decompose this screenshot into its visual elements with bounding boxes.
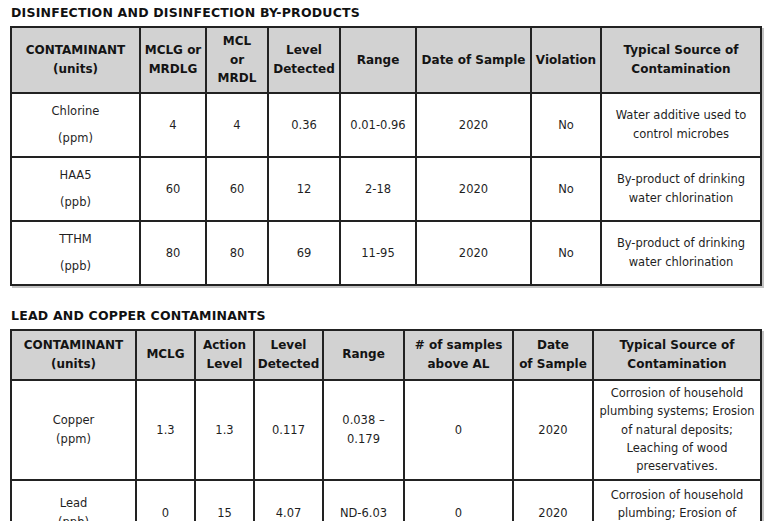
cell-range: 0.01-0.96 (340, 93, 416, 157)
header-row: CONTAMINANT (units) MCLG Action Level Le… (11, 330, 761, 380)
cell-range: 11-95 (340, 221, 416, 285)
cell-typical-source: By-product of drinking water chlorinatio… (601, 157, 761, 221)
cell-mclg: 0 (136, 480, 195, 521)
cell-typical-source: Corrosion of household plumbing; Erosion… (593, 480, 761, 521)
col-header-mclg-mrdlg: MCLG or MRDLG (140, 27, 206, 93)
cell-mclg: 80 (140, 221, 206, 285)
cell-typical-source: By-product of drinking water chlorinatio… (601, 221, 761, 285)
col-header-samples-above-al: # of samples above AL (404, 330, 513, 380)
cell-contaminant: Lead (ppb) (11, 480, 136, 521)
cell-violation: No (531, 157, 601, 221)
col-header-action-level: Action Level (195, 330, 254, 380)
table-row-chlorine: Chlorine (ppm) 4 4 0.36 0.01-0.96 2020 N… (11, 93, 761, 157)
cell-action-level: 1.3 (195, 380, 254, 480)
col-header-contaminant: CONTAMINANT (units) (11, 330, 136, 380)
col-header-level-detected: Level Detected (268, 27, 340, 93)
col-header-typical-source: Typical Source of Contamination (593, 330, 761, 380)
cell-date: 2020 (416, 93, 531, 157)
cell-level-detected: 0.36 (268, 93, 340, 157)
col-header-level-detected: Level Detected (254, 330, 323, 380)
lead-copper-table: CONTAMINANT (units) MCLG Action Level Le… (10, 329, 762, 521)
cell-contaminant: Chlorine (ppm) (11, 93, 140, 157)
cell-mcl: 4 (206, 93, 268, 157)
cell-mcl: 60 (206, 157, 268, 221)
cell-range: ND-6.03 (323, 480, 404, 521)
table-row-tthm: TTHM (ppb) 80 80 69 11-95 2020 No By-pro… (11, 221, 761, 285)
cell-mclg: 1.3 (136, 380, 195, 480)
cell-level-detected: 0.117 (254, 380, 323, 480)
cell-contaminant: Copper (ppm) (11, 380, 136, 480)
cell-mclg: 4 (140, 93, 206, 157)
cell-typical-source: Water additive used to control microbes (601, 93, 761, 157)
col-header-contaminant: CONTAMINANT (units) (11, 27, 140, 93)
section-title-lead-copper: LEAD AND COPPER CONTAMINANTS (11, 308, 760, 323)
cell-samples-above-al: 0 (404, 380, 513, 480)
cell-contaminant: TTHM (ppb) (11, 221, 140, 285)
col-header-range: Range (340, 27, 416, 93)
col-header-mcl-mrdl: MCL or MRDL (206, 27, 268, 93)
cell-action-level: 15 (195, 480, 254, 521)
cell-date: 2020 (513, 380, 593, 480)
cell-range: 0.038 – 0.179 (323, 380, 404, 480)
cell-mclg: 60 (140, 157, 206, 221)
section-title-disinfection: DISINFECTION AND DISINFECTION BY-PRODUCT… (11, 5, 760, 20)
cell-violation: No (531, 93, 601, 157)
cell-mcl: 80 (206, 221, 268, 285)
cell-date: 2020 (513, 480, 593, 521)
cell-level-detected: 4.07 (254, 480, 323, 521)
report-page: DISINFECTION AND DISINFECTION BY-PRODUCT… (0, 0, 768, 521)
table-row-haa5: HAA5 (ppb) 60 60 12 2-18 2020 No By-prod… (11, 157, 761, 221)
cell-typical-source: Corrosion of household plumbing systems;… (593, 380, 761, 480)
cell-range: 2-18 (340, 157, 416, 221)
cell-level-detected: 12 (268, 157, 340, 221)
col-header-date-of-sample: Date of Sample (416, 27, 531, 93)
col-header-violation: Violation (531, 27, 601, 93)
col-header-date-of-sample: Date of Sample (513, 330, 593, 380)
header-row: CONTAMINANT (units) MCLG or MRDLG MCL or… (11, 27, 761, 93)
disinfection-table: CONTAMINANT (units) MCLG or MRDLG MCL or… (10, 26, 762, 286)
table-row-copper: Copper (ppm) 1.3 1.3 0.117 0.038 – 0.179… (11, 380, 761, 480)
cell-date: 2020 (416, 157, 531, 221)
cell-contaminant: HAA5 (ppb) (11, 157, 140, 221)
col-header-mclg: MCLG (136, 330, 195, 380)
col-header-typical-source: Typical Source of Contamination (601, 27, 761, 93)
cell-samples-above-al: 0 (404, 480, 513, 521)
cell-date: 2020 (416, 221, 531, 285)
cell-violation: No (531, 221, 601, 285)
cell-level-detected: 69 (268, 221, 340, 285)
col-header-range: Range (323, 330, 404, 380)
table-row-lead: Lead (ppb) 0 15 4.07 ND-6.03 0 2020 Corr… (11, 480, 761, 521)
